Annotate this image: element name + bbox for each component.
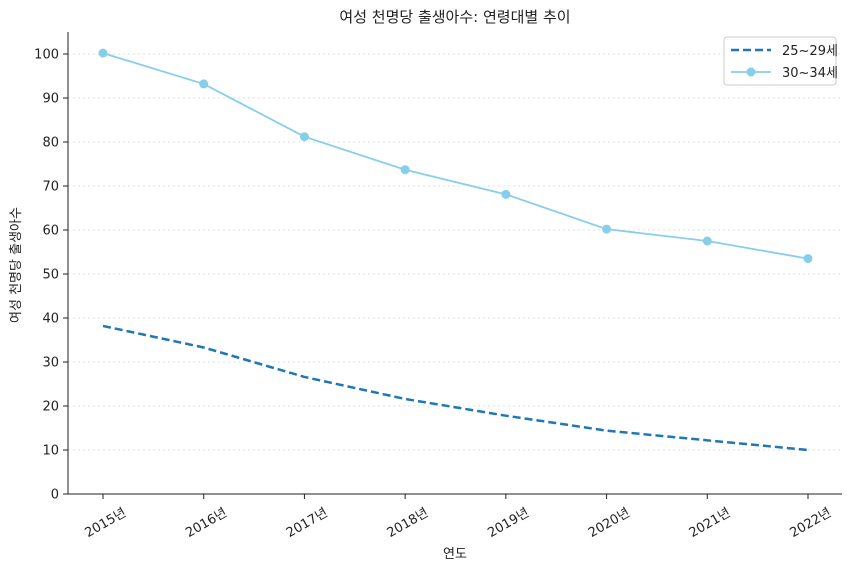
y-tick-label: 70 — [42, 180, 59, 195]
x-tick-label: 2017년 — [284, 505, 331, 541]
series-line-0 — [102, 324, 809, 452]
legend: 25~29세 30~34세 — [723, 36, 838, 86]
y-tick-label: 10 — [42, 444, 59, 459]
x-tick-label: 2020년 — [586, 505, 633, 541]
y-tick-label: 20 — [42, 400, 59, 415]
data-point — [199, 79, 209, 89]
x-tick-label: 2021년 — [687, 505, 734, 541]
legend-marker — [746, 67, 756, 77]
x-axis-label: 연도 — [443, 547, 467, 562]
series-line-1 — [102, 52, 809, 260]
data-point — [400, 165, 410, 175]
x-tick-label: 2016년 — [183, 505, 230, 541]
y-tick-label: 40 — [42, 312, 59, 327]
data-point — [602, 224, 612, 234]
data-point — [702, 236, 712, 246]
data-point — [98, 48, 108, 58]
axes: 0 10 20 30 40 50 60 70 80 90 100 2015년 2016년 2017년 201… — [34, 32, 842, 541]
y-tick-label: 0 — [51, 488, 59, 503]
y-tick-label: 60 — [42, 224, 59, 239]
legend-label: 30~34세 — [782, 66, 838, 81]
chart-title: 여성 천명당 출생아수: 연령대별 추이 — [339, 8, 570, 26]
x-tick-label: 2018년 — [385, 505, 432, 541]
x-tick-label: 2022년 — [787, 505, 834, 541]
x-tick-label: 2019년 — [485, 505, 532, 541]
x-tick-label: 2015년 — [82, 505, 129, 541]
y-axis-label: 여성 천명당 출생아수 — [9, 207, 24, 323]
y-tick-label: 50 — [42, 268, 59, 283]
data-point — [501, 189, 511, 199]
y-tick-label: 80 — [42, 136, 59, 151]
data-point — [299, 132, 309, 142]
grid-lines — [68, 53, 842, 451]
legend-label: 25~29세 — [782, 44, 838, 59]
y-tick-label: 90 — [42, 92, 59, 107]
data-point — [803, 254, 813, 264]
y-tick-label: 30 — [42, 356, 59, 371]
y-tick-label: 100 — [34, 48, 59, 63]
plot-area — [98, 48, 813, 452]
